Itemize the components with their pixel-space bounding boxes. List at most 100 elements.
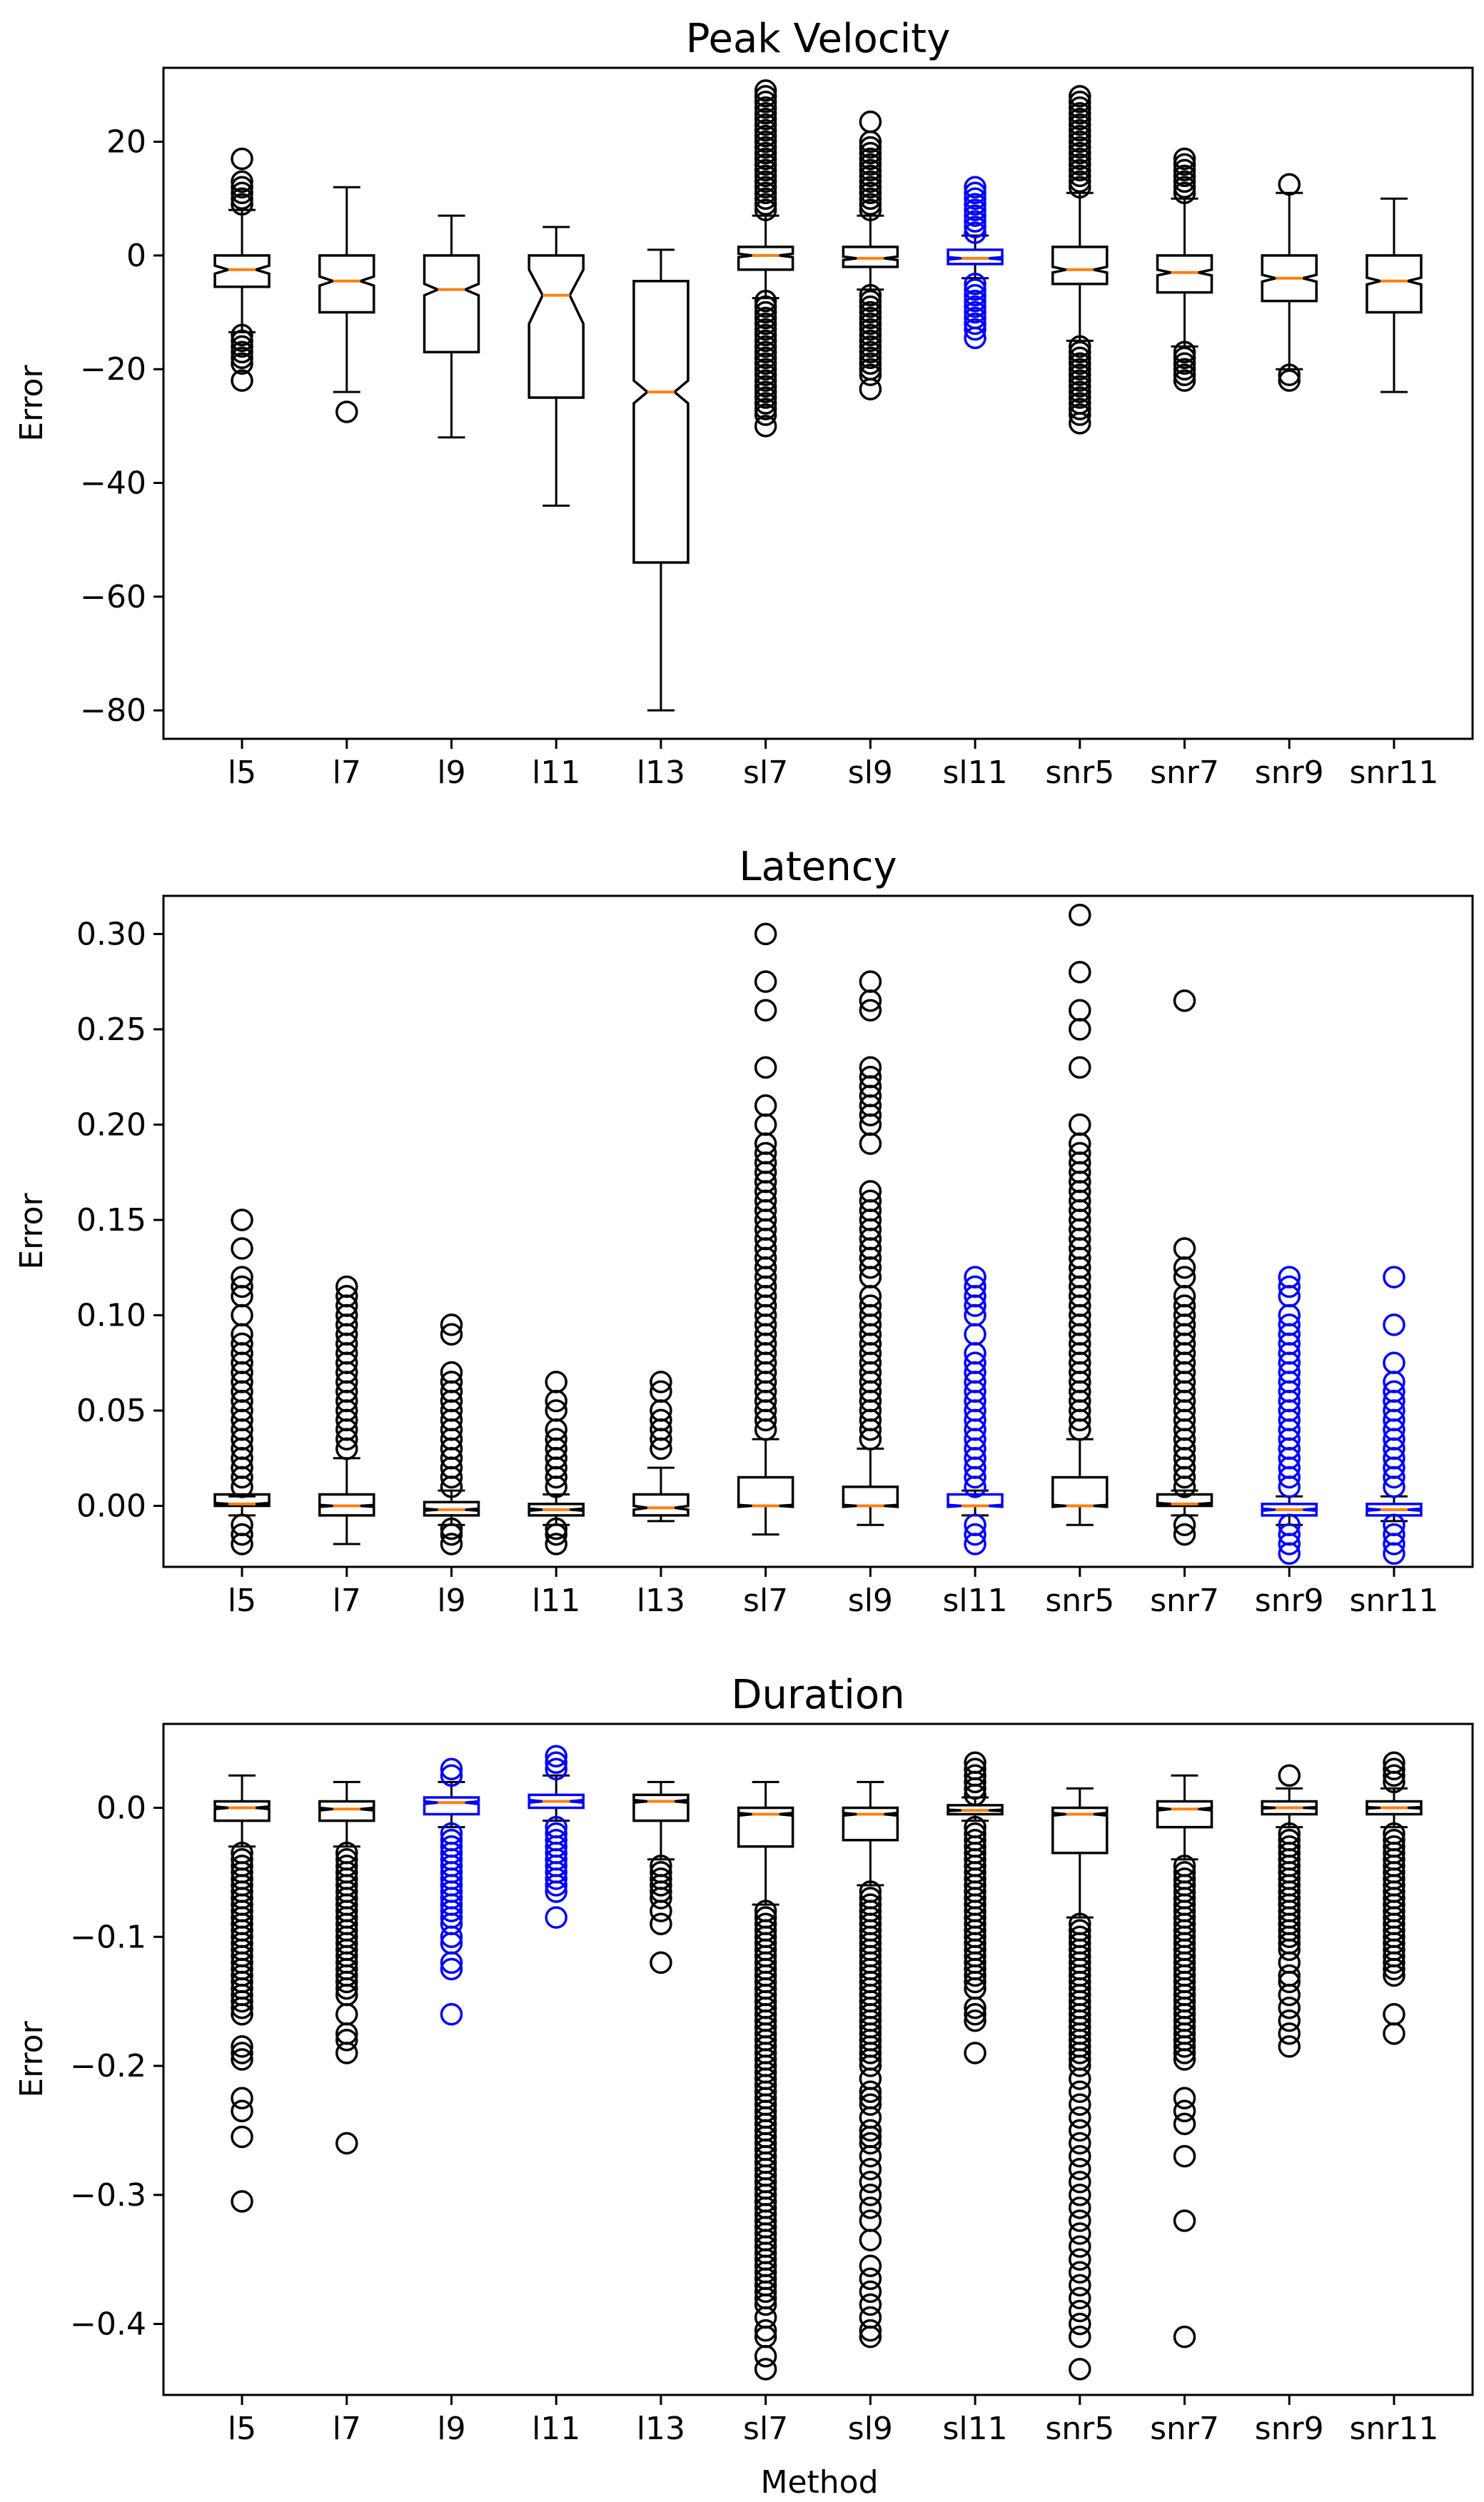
- flier-point: [1278, 2035, 1301, 2058]
- flier-point: [1173, 1237, 1196, 1260]
- flier-point: [231, 1266, 253, 1288]
- flier-point: [440, 1323, 463, 1346]
- flier-point: [1069, 2144, 1091, 2168]
- flier-point: [1069, 113, 1091, 136]
- box-body: [1156, 254, 1213, 294]
- flier-point: [1278, 173, 1301, 196]
- x-tick-label: l13: [637, 755, 685, 791]
- flier-point: [1069, 1113, 1091, 1136]
- flier-point: [754, 295, 777, 318]
- x-tick-label: snr11: [1350, 1583, 1439, 1619]
- flier-point: [231, 187, 253, 210]
- y-tick-label: 0: [126, 238, 146, 274]
- x-tick-label: l11: [532, 1583, 580, 1619]
- flier-point: [754, 136, 777, 159]
- y-tick-label: 0.05: [76, 1393, 146, 1429]
- flier-point: [964, 1964, 986, 1987]
- flier-point: [231, 1209, 253, 1231]
- box-l7: [318, 1275, 375, 1545]
- box-snr5: [1051, 1787, 1109, 2381]
- flier-point: [335, 1285, 358, 1308]
- flier-point: [231, 2087, 253, 2109]
- box-body: [423, 1500, 480, 1517]
- flier-point: [754, 323, 777, 347]
- box-sl9: [842, 970, 899, 1526]
- axes-frame: [162, 66, 1474, 740]
- flier-point: [1278, 2009, 1301, 2032]
- flier-point: [964, 221, 986, 244]
- box-sl7: [737, 922, 794, 1536]
- flier-point: [754, 164, 777, 188]
- flier-point: [859, 2080, 882, 2103]
- flier-point: [1069, 107, 1091, 131]
- flier-point: [231, 170, 253, 193]
- flier-point: [1173, 2112, 1196, 2136]
- box-body: [737, 1806, 794, 1848]
- flier-point: [964, 2042, 986, 2064]
- flier-point: [754, 170, 777, 193]
- flier-point: [964, 2002, 986, 2026]
- flier-point: [1069, 2261, 1091, 2284]
- axes-frame: [162, 894, 1474, 1568]
- flier-point: [754, 2319, 777, 2342]
- flier-point: [231, 369, 253, 392]
- y-tick-label: −20: [80, 351, 146, 388]
- y-tick-label: 0.30: [76, 916, 146, 952]
- flier-point: [545, 1399, 567, 1422]
- x-tick-label: l5: [228, 755, 256, 791]
- chart-panel-2: Latency Error 0.30 0.25 0.20 0.15 0.10 0.05 0.00…: [14, 844, 1474, 1619]
- box-snr11: [1366, 1266, 1423, 1565]
- flier-point: [1069, 398, 1091, 420]
- chart-title: Peak Velocity: [686, 16, 950, 62]
- flier-point: [545, 1880, 567, 1903]
- flier-point: [859, 2229, 882, 2251]
- flier-point: [1069, 2286, 1091, 2310]
- flier-point: [1069, 2119, 1091, 2142]
- flier-point: [859, 187, 882, 210]
- flier-point: [1383, 1266, 1405, 1288]
- x-tick-label: sl7: [743, 2411, 788, 2447]
- flier-point: [859, 329, 882, 353]
- flier-point: [440, 1925, 463, 1949]
- flier-point: [964, 193, 986, 216]
- flier-point: [964, 1757, 986, 1781]
- flier-point: [859, 2280, 882, 2304]
- box-body: [528, 1793, 585, 1810]
- box-body: [1366, 254, 1423, 314]
- flier-point: [754, 999, 777, 1022]
- x-tick-label: sl11: [943, 1583, 1008, 1619]
- flier-point: [1173, 363, 1196, 386]
- flier-point: [231, 1237, 253, 1260]
- chart-title: Latency: [739, 844, 897, 890]
- box-l13: [632, 1780, 690, 1974]
- box-l7: [318, 186, 375, 423]
- flier-point: [964, 301, 986, 324]
- x-tick-label: l7: [333, 1583, 361, 1619]
- flier-point: [1069, 2106, 1091, 2129]
- flier-point: [335, 2132, 358, 2155]
- flier-point: [1278, 1970, 1301, 1994]
- box-sl7: [737, 79, 794, 438]
- flier-point: [754, 306, 777, 330]
- flier-point: [1173, 1266, 1196, 1288]
- flier-point: [859, 2170, 882, 2194]
- flier-point: [231, 176, 253, 199]
- flier-point: [754, 369, 777, 392]
- flier-point: [1069, 2222, 1091, 2245]
- flier-point: [754, 1056, 777, 1079]
- flier-point: [754, 181, 777, 205]
- flier-point: [964, 289, 986, 313]
- flier-point: [335, 2029, 358, 2052]
- y-tick-label: 20: [106, 124, 146, 161]
- box-body: [632, 1493, 690, 1517]
- flier-point: [545, 1371, 567, 1393]
- flier-point: [754, 130, 777, 153]
- flier-point: [1069, 1056, 1091, 1079]
- flier-point: [859, 158, 882, 182]
- flier-point: [1173, 1523, 1196, 1546]
- y-tick-label: −60: [80, 579, 146, 615]
- box-body: [842, 1806, 899, 1842]
- chart-panel-3: Duration Error 0.0 −0.1 −0.2 −0.3 −0.4 l5 l7 l9 l1…: [14, 1672, 1474, 2447]
- flier-point: [1278, 1938, 1301, 1962]
- subplots: Peak Velocity Error 20 0 −20 −40 −60 −80 l5 l7 l9 l…: [14, 16, 1474, 2447]
